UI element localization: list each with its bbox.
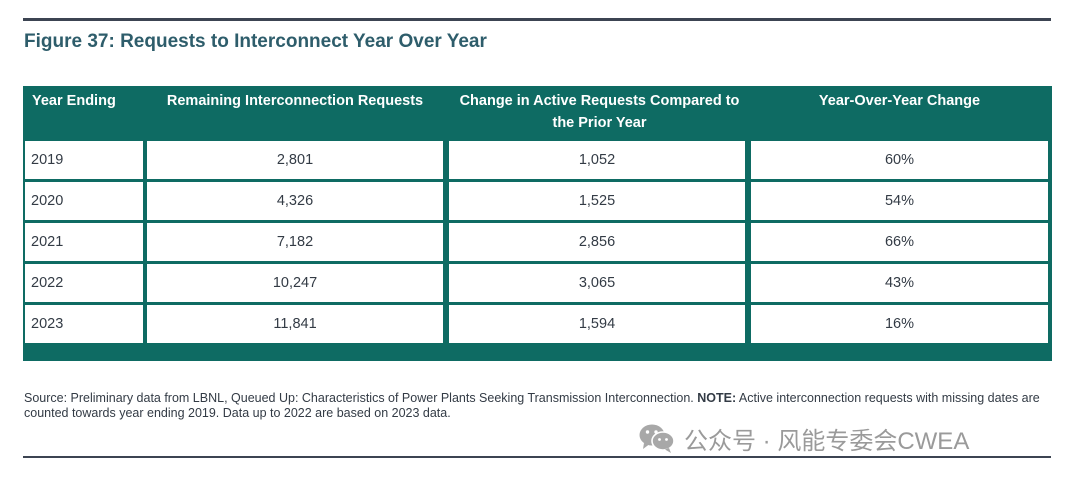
figure-title: Figure 37: Requests to Interconnect Year… xyxy=(24,31,487,52)
table-cell-change: 2,856 xyxy=(449,223,745,261)
table-cell-year: 2019 xyxy=(25,141,143,179)
source-text: Source: Preliminary data from LBNL, Queu… xyxy=(24,391,698,405)
table-cell-year: 2023 xyxy=(25,305,143,343)
table-cell-yoy: 54% xyxy=(751,182,1048,220)
table-cell-remaining: 10,247 xyxy=(147,264,443,302)
table-cell-year: 2020 xyxy=(25,182,143,220)
table-cell-year: 2021 xyxy=(25,223,143,261)
column-header-remaining-requests: Remaining Interconnection Requests xyxy=(166,93,424,109)
data-table: Year Ending Remaining Interconnection Re… xyxy=(23,86,1052,361)
table-cell-remaining: 11,841 xyxy=(147,305,443,343)
table-cell-yoy: 60% xyxy=(751,141,1048,179)
top-divider xyxy=(23,18,1051,21)
note-text: Active interconnection requests with mis… xyxy=(24,391,1040,420)
column-header-change-in-active-requests: Change in Active Requests Compared to th… xyxy=(459,93,740,131)
table-cell-remaining: 4,326 xyxy=(147,182,443,220)
column-header-year-over-year-change: Year-Over-Year Change xyxy=(818,93,981,109)
table-cell-change: 1,052 xyxy=(449,141,745,179)
bottom-divider xyxy=(23,456,1051,458)
table-cell-year: 2022 xyxy=(25,264,143,302)
table-cell-yoy: 66% xyxy=(751,223,1048,261)
source-note: Source: Preliminary data from LBNL, Queu… xyxy=(24,391,1054,421)
table-cell-change: 3,065 xyxy=(449,264,745,302)
table-cell-yoy: 43% xyxy=(751,264,1048,302)
table-cell-remaining: 7,182 xyxy=(147,223,443,261)
column-header-year-ending: Year Ending xyxy=(32,93,116,109)
table-cell-remaining: 2,801 xyxy=(147,141,443,179)
note-label: NOTE: xyxy=(697,391,737,405)
wechat-icon xyxy=(639,424,675,453)
watermark: 公众号 · 风能专委会CWEA xyxy=(638,422,970,455)
table-cell-change: 1,594 xyxy=(449,305,745,343)
watermark-text: 公众号 · 风能专委会CWEA xyxy=(684,427,970,455)
table-cell-change: 1,525 xyxy=(449,182,745,220)
table-cell-yoy: 16% xyxy=(751,305,1048,343)
